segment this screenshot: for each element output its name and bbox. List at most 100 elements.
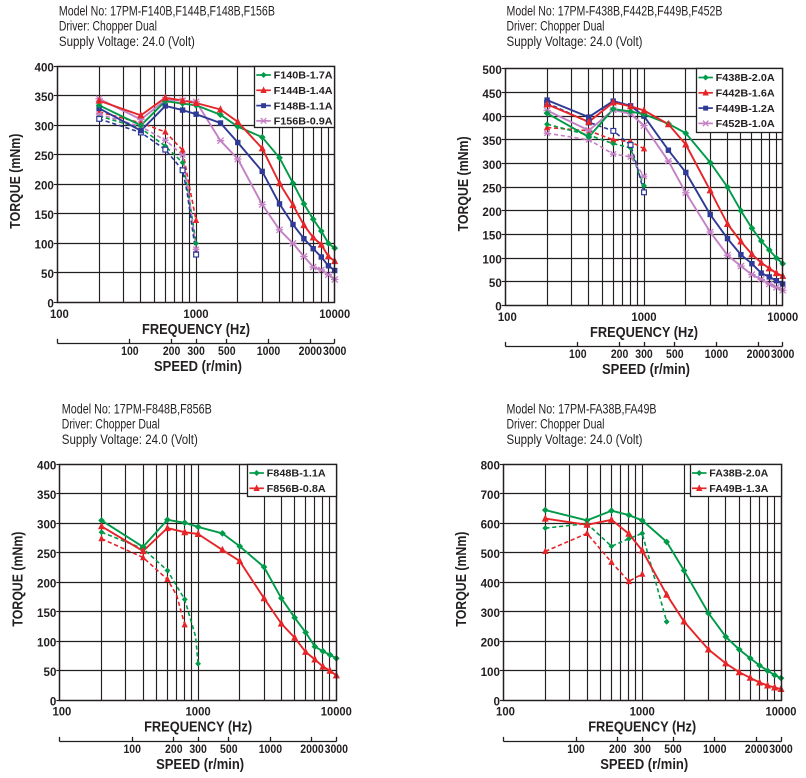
- svg-text:TORQUE (mNm): TORQUE (mNm): [453, 532, 470, 627]
- svg-text:F452B-1.0A: F452B-1.0A: [716, 119, 776, 130]
- svg-text:F140B-1.7A: F140B-1.7A: [274, 71, 334, 82]
- svg-text:1000: 1000: [259, 742, 283, 756]
- svg-text:100: 100: [50, 307, 69, 321]
- svg-text:500: 500: [482, 63, 502, 77]
- svg-text:400: 400: [482, 111, 502, 125]
- svg-text:Supply Voltage: 24.0 (Volt): Supply Voltage: 24.0 (Volt): [62, 432, 198, 447]
- svg-text:2000: 2000: [300, 742, 324, 756]
- svg-text:200: 200: [35, 179, 55, 193]
- svg-text:Supply Voltage: 24.0 (Volt): Supply Voltage: 24.0 (Volt): [507, 34, 643, 49]
- svg-text:2000: 2000: [745, 742, 769, 756]
- svg-text:500: 500: [220, 742, 238, 756]
- svg-text:0: 0: [495, 300, 502, 314]
- svg-text:Driver: Chopper Dual: Driver: Chopper Dual: [59, 19, 157, 34]
- svg-text:600: 600: [481, 518, 501, 532]
- svg-text:Driver: Chopper Dual: Driver: Chopper Dual: [507, 19, 605, 34]
- svg-text:SPEED (r/min): SPEED (r/min): [156, 756, 244, 773]
- svg-text:2000: 2000: [747, 347, 771, 361]
- svg-text:TORQUE (mNm): TORQUE (mNm): [10, 532, 27, 627]
- svg-text:100: 100: [567, 742, 585, 756]
- svg-text:0: 0: [47, 297, 54, 311]
- svg-text:TORQUE (mNm): TORQUE (mNm): [455, 136, 472, 231]
- svg-text:Model No: 17PM-F140B,F144B,F14: Model No: 17PM-F140B,F144B,F148B,F156B: [59, 3, 275, 18]
- svg-text:FREQUENCY (Hz): FREQUENCY (Hz): [588, 719, 696, 736]
- svg-text:1000: 1000: [183, 307, 208, 321]
- svg-text:10000: 10000: [767, 310, 798, 324]
- svg-text:F144B-1.4A: F144B-1.4A: [274, 86, 334, 97]
- svg-text:1000: 1000: [186, 705, 211, 719]
- svg-text:F449B-1.2A: F449B-1.2A: [716, 104, 776, 115]
- svg-text:0: 0: [494, 695, 501, 709]
- svg-text:100: 100: [37, 636, 57, 650]
- svg-text:1000: 1000: [631, 310, 656, 324]
- svg-text:200: 200: [163, 344, 181, 358]
- svg-text:100: 100: [498, 310, 517, 324]
- svg-text:3000: 3000: [323, 344, 347, 358]
- svg-text:250: 250: [35, 149, 55, 163]
- svg-text:500: 500: [666, 347, 684, 361]
- svg-text:FREQUENCY (Hz): FREQUENCY (Hz): [590, 324, 698, 341]
- svg-text:F856B-0.8A: F856B-0.8A: [267, 484, 327, 495]
- svg-text:50: 50: [489, 276, 502, 290]
- svg-text:200: 200: [37, 577, 57, 591]
- svg-text:10000: 10000: [321, 705, 352, 719]
- svg-text:10000: 10000: [319, 307, 350, 321]
- svg-text:700: 700: [481, 488, 501, 502]
- svg-text:500: 500: [481, 547, 501, 561]
- svg-text:Model No: 17PM-F438B,F442B,F44: Model No: 17PM-F438B,F442B,F449B,F452B: [507, 3, 723, 18]
- svg-text:450: 450: [482, 87, 502, 101]
- svg-text:250: 250: [37, 547, 57, 561]
- svg-text:300: 300: [189, 742, 207, 756]
- svg-text:1000: 1000: [630, 705, 655, 719]
- svg-text:300: 300: [37, 518, 57, 532]
- svg-text:100: 100: [569, 347, 587, 361]
- svg-text:300: 300: [635, 347, 653, 361]
- svg-text:10000: 10000: [766, 705, 797, 719]
- svg-text:100: 100: [482, 252, 502, 266]
- svg-text:150: 150: [37, 606, 57, 620]
- svg-text:F442B-1.6A: F442B-1.6A: [716, 89, 776, 100]
- svg-text:200: 200: [165, 742, 183, 756]
- svg-text:200: 200: [482, 205, 502, 219]
- svg-text:F148B-1.1A: F148B-1.1A: [274, 101, 334, 112]
- svg-text:500: 500: [218, 344, 236, 358]
- svg-text:300: 300: [35, 120, 55, 134]
- svg-text:Driver: Chopper Dual: Driver: Chopper Dual: [507, 417, 605, 432]
- svg-text:200: 200: [609, 742, 627, 756]
- svg-text:Driver: Chopper Dual: Driver: Chopper Dual: [62, 417, 160, 432]
- svg-text:0: 0: [50, 695, 57, 709]
- svg-text:100: 100: [123, 742, 141, 756]
- svg-text:3000: 3000: [769, 742, 793, 756]
- svg-text:100: 100: [35, 238, 55, 252]
- svg-text:Model No: 17PM-FA38B,FA49B: Model No: 17PM-FA38B,FA49B: [507, 401, 657, 416]
- svg-text:300: 300: [482, 158, 502, 172]
- svg-text:Supply Voltage: 24.0 (Volt): Supply Voltage: 24.0 (Volt): [59, 34, 195, 49]
- svg-text:Model No: 17PM-F848B,F856B: Model No: 17PM-F848B,F856B: [62, 401, 212, 416]
- svg-text:3000: 3000: [771, 347, 795, 361]
- svg-text:1000: 1000: [257, 344, 281, 358]
- svg-text:SPEED (r/min): SPEED (r/min): [600, 756, 688, 773]
- svg-text:Supply Voltage: 24.0 (Volt): Supply Voltage: 24.0 (Volt): [507, 432, 643, 447]
- svg-text:300: 300: [633, 742, 651, 756]
- svg-text:F848B-1.1A: F848B-1.1A: [267, 469, 327, 480]
- svg-text:100: 100: [496, 705, 515, 719]
- svg-text:50: 50: [44, 665, 57, 679]
- svg-text:400: 400: [37, 459, 57, 473]
- svg-text:250: 250: [482, 181, 502, 195]
- svg-text:350: 350: [37, 488, 57, 502]
- svg-text:400: 400: [481, 577, 501, 591]
- svg-text:3000: 3000: [325, 742, 349, 756]
- svg-text:2000: 2000: [299, 344, 323, 358]
- svg-text:350: 350: [482, 134, 502, 148]
- svg-text:FREQUENCY (Hz): FREQUENCY (Hz): [142, 321, 250, 338]
- svg-text:200: 200: [611, 347, 629, 361]
- svg-text:100: 100: [481, 665, 501, 679]
- svg-text:F438B-2.0A: F438B-2.0A: [716, 73, 776, 84]
- svg-text:F156B-0.9A: F156B-0.9A: [274, 117, 334, 128]
- svg-text:150: 150: [35, 208, 55, 222]
- svg-text:350: 350: [35, 90, 55, 104]
- svg-text:SPEED (r/min): SPEED (r/min): [602, 361, 690, 378]
- svg-text:FA49B-1.3A: FA49B-1.3A: [709, 484, 769, 495]
- svg-text:200: 200: [481, 636, 501, 650]
- svg-text:FA38B-2.0A: FA38B-2.0A: [709, 469, 769, 480]
